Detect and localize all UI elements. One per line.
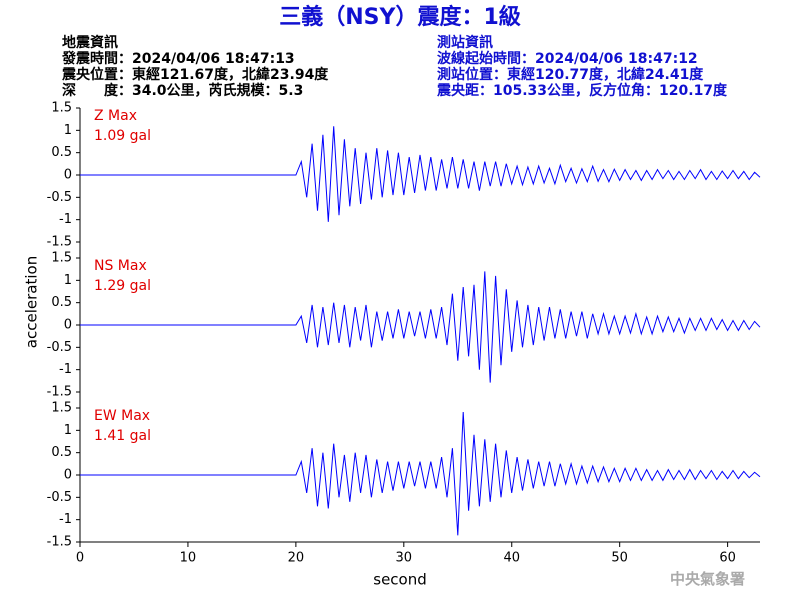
y-tick-label: 0 xyxy=(64,318,72,333)
x-tick-label: 60 xyxy=(719,551,736,566)
annotation: EW Max xyxy=(94,408,150,424)
station-info: 測站資訊 波線起始時間：2024/04/06 18:47:12 測站位置：東經1… xyxy=(436,34,728,99)
y-tick-label: -0.5 xyxy=(47,190,72,205)
y-tick-label: 1 xyxy=(64,123,72,138)
y-tick-label: -1 xyxy=(59,212,72,227)
info-line: 波線起始時間：2024/04/06 18:47:12 xyxy=(437,50,698,67)
event-info: 地震資訊 發震時間：2024/04/06 18:47:13 震央位置：東經121… xyxy=(61,34,329,99)
info-line: 震央位置：東經121.67度，北緯23.94度 xyxy=(61,66,329,83)
chart-title: 三義（NSY）震度：1級 xyxy=(279,4,521,30)
y-tick-label: 0 xyxy=(64,468,72,483)
annotation: 1.09 gal xyxy=(94,128,151,144)
y-tick-label: -1 xyxy=(59,362,72,377)
y-tick-label: -0.5 xyxy=(47,490,72,505)
info-line: 深 度：34.0公里，芮氏規模：5.3 xyxy=(62,82,303,99)
annotation: NS Max xyxy=(94,258,147,274)
annotation: 1.29 gal xyxy=(94,278,151,294)
annotation: Z Max xyxy=(94,108,137,124)
waveform xyxy=(80,126,761,222)
x-tick-label: 10 xyxy=(180,551,197,566)
info-line: 測站位置：東經120.77度，北緯24.41度 xyxy=(437,66,704,83)
y-tick-label: 1.5 xyxy=(51,401,72,416)
x-tick-label: 0 xyxy=(76,551,84,566)
y-tick-label: -0.5 xyxy=(47,340,72,355)
y-tick-label: 1 xyxy=(64,423,72,438)
y-tick-label: -1 xyxy=(59,512,72,527)
y-tick-label: -1.5 xyxy=(47,235,72,250)
info-line: 地震資訊 xyxy=(62,34,118,51)
y-tick-label: 1 xyxy=(64,273,72,288)
x-tick-label: 40 xyxy=(503,551,520,566)
annotation: 1.41 gal xyxy=(94,428,151,444)
x-axis-label: second xyxy=(373,571,427,589)
x-tick-label: 20 xyxy=(288,551,305,566)
x-tick-label: 50 xyxy=(611,551,628,566)
waveform xyxy=(80,411,761,536)
info-line: 震央距：105.33公里，反方位角：120.17度 xyxy=(436,82,728,99)
y-tick-label: 1.5 xyxy=(51,251,72,266)
y-tick-label: 0 xyxy=(64,168,72,183)
waveform xyxy=(80,271,761,383)
info-line: 測站資訊 xyxy=(437,34,493,51)
x-tick-label: 30 xyxy=(396,551,413,566)
y-axis-label: acceleration xyxy=(23,256,41,348)
watermark: 中央氣象署 xyxy=(670,570,745,588)
y-tick-label: 0.5 xyxy=(51,445,72,460)
info-line: 發震時間：2024/04/06 18:47:13 xyxy=(61,50,295,67)
y-tick-label: -1.5 xyxy=(47,385,72,400)
y-tick-label: -1.5 xyxy=(47,535,72,550)
y-tick-label: 0.5 xyxy=(51,145,72,160)
y-tick-label: 0.5 xyxy=(51,295,72,310)
y-tick-label: 1.5 xyxy=(51,101,72,116)
